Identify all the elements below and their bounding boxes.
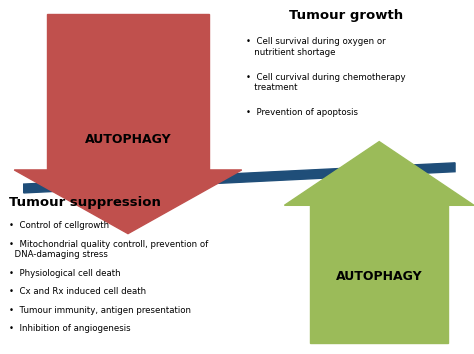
Polygon shape bbox=[14, 170, 242, 234]
Text: •  Cx and Rx induced cell death: • Cx and Rx induced cell death bbox=[9, 287, 146, 296]
Text: •  Inhibition of angiogenesis: • Inhibition of angiogenesis bbox=[9, 324, 131, 333]
Text: •  Cell curvival during chemotherapy
   treatment: • Cell curvival during chemotherapy trea… bbox=[246, 73, 406, 92]
Text: AUTOPHAGY: AUTOPHAGY bbox=[85, 133, 171, 146]
Text: Tumour growth: Tumour growth bbox=[289, 9, 403, 22]
Polygon shape bbox=[310, 205, 448, 343]
Text: Tumour suppression: Tumour suppression bbox=[9, 196, 161, 210]
Text: •  Control of cellgrowth: • Control of cellgrowth bbox=[9, 221, 109, 230]
Polygon shape bbox=[47, 14, 209, 170]
Text: AUTOPHAGY: AUTOPHAGY bbox=[336, 270, 422, 282]
Text: •  Prevention of apoptosis: • Prevention of apoptosis bbox=[246, 108, 358, 117]
Text: •  Mitochondrial quality controll, prevention of
  DNA-damaging stress: • Mitochondrial quality controll, preven… bbox=[9, 240, 209, 259]
Text: •  Cell survival during oxygen or
   nutritient shortage: • Cell survival during oxygen or nutriti… bbox=[246, 37, 386, 57]
Polygon shape bbox=[284, 142, 474, 205]
Polygon shape bbox=[24, 163, 455, 193]
Text: •  Tumour immunity, antigen presentation: • Tumour immunity, antigen presentation bbox=[9, 306, 191, 314]
Text: •  Physiological cell death: • Physiological cell death bbox=[9, 269, 121, 278]
